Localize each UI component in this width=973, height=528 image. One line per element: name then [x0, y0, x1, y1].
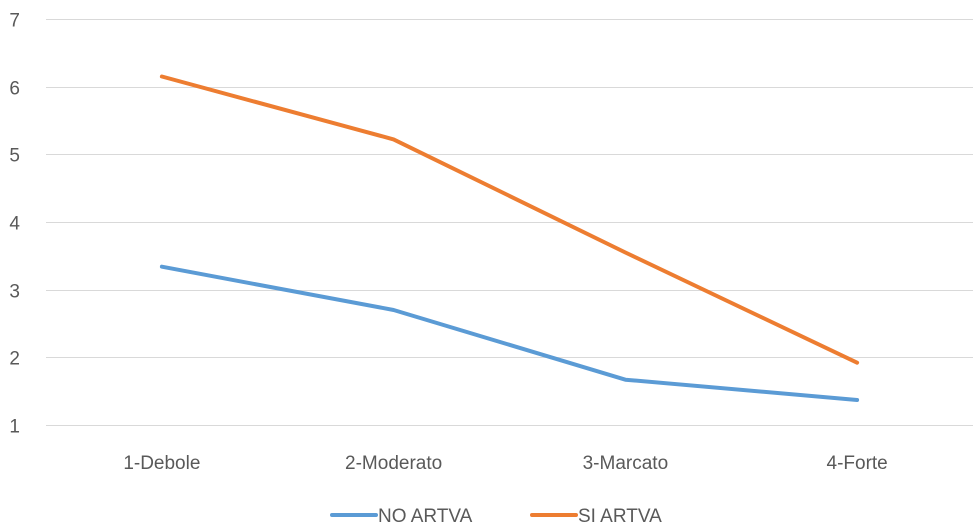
- y-tick-label: 3: [9, 282, 20, 303]
- x-tick-label: 3-Marcato: [583, 453, 669, 474]
- legend-label: NO ARTVA: [378, 506, 473, 527]
- series-lines: [159, 74, 860, 402]
- gridlines: [46, 19, 973, 426]
- x-tick-label: 2-Moderato: [345, 453, 442, 474]
- legend-item-si-artva: SI ARTVA: [530, 506, 662, 527]
- y-axis-tick-labels: 1 2 3 4 5 6 7: [9, 11, 20, 438]
- y-tick-label: 2: [9, 349, 20, 370]
- legend: NO ARTVA SI ARTVA: [330, 506, 662, 527]
- x-tick-label: 4-Forte: [827, 453, 888, 474]
- y-tick-label: 5: [9, 146, 20, 167]
- series-line-no-artva: [159, 264, 860, 402]
- x-axis-tick-labels: 1-Debole 2-Moderato 3-Marcato 4-Forte: [123, 453, 887, 474]
- legend-label: SI ARTVA: [578, 506, 662, 527]
- y-tick-label: 7: [9, 11, 20, 32]
- y-tick-label: 4: [9, 214, 20, 235]
- y-tick-label: 6: [9, 79, 20, 100]
- series-line-si-artva: [159, 74, 860, 365]
- y-tick-label: 1: [9, 417, 20, 438]
- legend-item-no-artva: NO ARTVA: [330, 506, 473, 527]
- x-tick-label: 1-Debole: [123, 453, 200, 474]
